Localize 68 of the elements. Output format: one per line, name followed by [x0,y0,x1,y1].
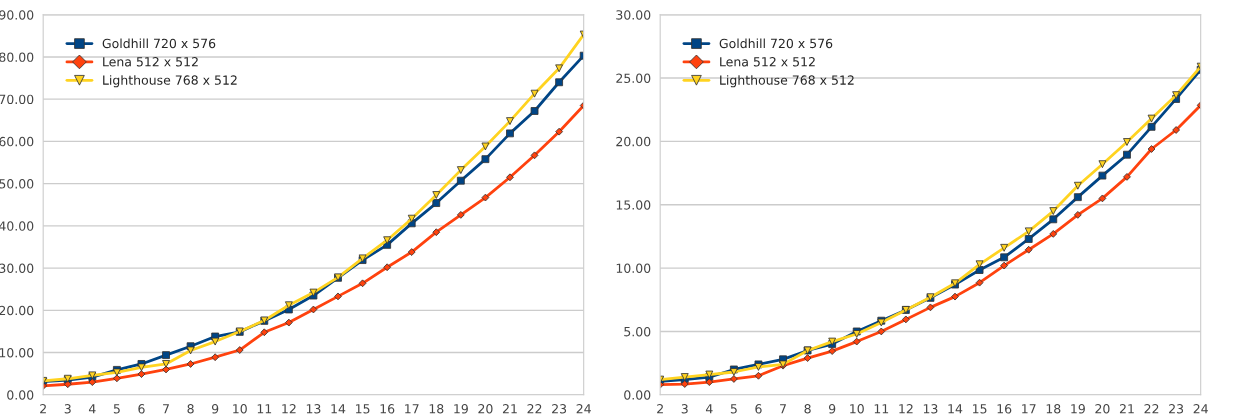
x-tick-label: 18 [1046,404,1061,414]
x-tick-label: 23 [552,404,567,414]
x-tick-label: 24 [1193,404,1208,414]
x-tick-label: 12 [899,404,913,414]
legend-label: Goldhill 720 x 576 [719,38,833,49]
legend-label: Lighthouse 768 x 512 [720,75,854,88]
legend-label: Lena 512 x 512 [103,57,198,67]
y-tick-label: 15.00 [616,200,651,210]
y-tick-label: 10.00 [616,263,651,274]
y-tick-label: 60.00 [0,136,34,147]
x-tick-label: 2 [657,404,663,414]
x-tick-label: 21 [1119,404,1134,414]
y-tick-label: 5.00 [624,326,651,337]
x-tick-label: 2 [40,404,46,414]
x-tick-label: 14 [948,404,963,414]
x-tick-label: 12 [282,404,296,414]
x-tick-label: 22 [527,404,542,414]
x-tick-label: 17 [405,404,419,414]
x-tick-label: 16 [997,404,1012,414]
y-tick-label: 20.00 [0,305,34,316]
y-tick-label: 90.00 [0,10,34,20]
y-tick-label: 0.00 [7,390,34,400]
x-tick-label: 23 [1169,404,1184,414]
x-tick-label: 11 [874,404,889,414]
x-tick-label: 9 [828,404,836,414]
x-tick-label: 17 [1022,404,1036,414]
y-tick-label: 0.00 [624,390,651,400]
x-tick-label: 5 [113,404,120,414]
x-tick-label: 11 [257,404,272,414]
y-tick-label: 80.00 [0,52,34,62]
x-tick-label: 13 [923,404,938,414]
y-tick-label: 10.00 [0,348,34,358]
x-tick-label: 15 [972,404,987,414]
x-tick-label: 5 [730,404,737,414]
x-tick-label: 24 [576,404,591,414]
legend-label: Lena 512 x 512 [720,57,815,67]
x-tick-label: 7 [780,404,786,414]
x-tick-label: 10 [233,404,247,414]
x-tick-label: 14 [331,404,346,414]
x-tick-label: 20 [478,404,493,414]
y-tick-label: 70.00 [0,94,34,105]
x-tick-label: 19 [1071,404,1085,414]
x-tick-label: 10 [850,404,864,414]
x-tick-label: 18 [429,404,444,414]
x-tick-label: 22 [1144,404,1159,414]
y-tick-label: 25.00 [616,73,651,83]
x-tick-label: 3 [681,404,688,414]
x-tick-label: 6 [138,404,145,414]
x-tick-label: 3 [64,404,71,414]
y-tick-label: 20.00 [616,136,651,147]
y-tick-label: 30.00 [616,10,651,20]
x-tick-label: 7 [163,404,169,414]
x-tick-label: 19 [454,404,468,414]
x-tick-label: 4 [705,404,713,414]
x-tick-label: 8 [187,404,194,414]
x-tick-label: 6 [755,404,762,414]
legend-label: Lighthouse 768 x 512 [103,75,237,88]
y-tick-label: 50.00 [0,179,34,189]
x-tick-label: 15 [355,404,370,414]
y-tick-label: 30.00 [0,263,34,274]
legend-label: Goldhill 720 x 576 [102,38,216,49]
x-tick-label: 9 [211,404,219,414]
x-tick-label: 21 [502,404,517,414]
x-tick-label: 16 [380,404,395,414]
x-tick-label: 13 [306,404,321,414]
x-tick-label: 8 [804,404,811,414]
x-tick-label: 4 [88,404,96,414]
x-tick-label: 20 [1095,404,1110,414]
